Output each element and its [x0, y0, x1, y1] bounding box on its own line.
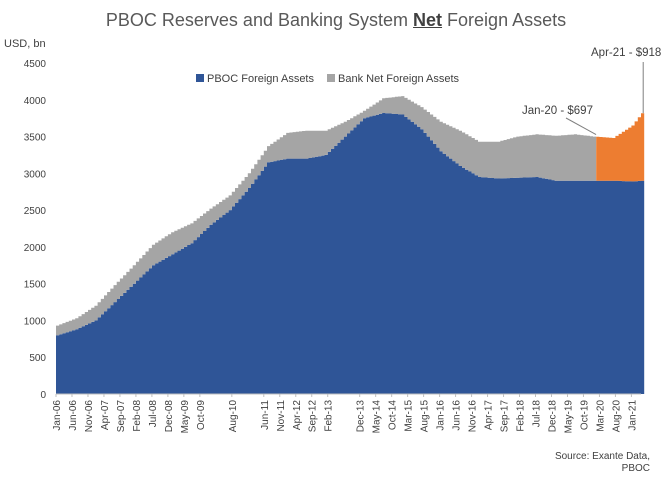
legend-label: Bank Net Foreign Assets — [338, 73, 460, 85]
x-tick-label: Jan-06 — [52, 400, 63, 431]
x-tick-label: Nov-11 — [276, 400, 287, 432]
source-line-1: Source: Exante Data, — [554, 451, 650, 462]
y-tick-label: 500 — [29, 353, 46, 364]
x-tick-label: Feb-08 — [132, 400, 143, 432]
x-tick-label: Mar-15 — [404, 400, 415, 432]
y-tick-label: 4500 — [24, 59, 47, 70]
y-tick-label: 2000 — [24, 243, 47, 254]
series-area-bank-nfa-since-jan20 — [596, 113, 645, 182]
x-tick-label: May-09 — [180, 400, 191, 434]
y-tick-label: 3000 — [24, 169, 47, 180]
series-area-pboc-foreign-assets — [56, 113, 645, 394]
x-tick-label: Aug-15 — [420, 400, 431, 433]
x-tick-label: Aug-20 — [611, 400, 622, 433]
annotation-jan20: Jan-20 - $697 — [522, 105, 593, 117]
y-tick-label: 1000 — [24, 316, 47, 327]
x-tick-label: Feb-13 — [324, 400, 335, 432]
series-area-bank-net-foreign-assets — [56, 96, 597, 336]
x-tick-label: Oct-09 — [196, 400, 207, 430]
source-note: Source: Exante Data, PBOC — [555, 451, 650, 475]
chart-title: PBOC Reserves and Banking System Net For… — [105, 10, 567, 30]
x-tick-label: Jan-16 — [436, 400, 447, 431]
annotation-leader-jan20 — [565, 117, 597, 135]
x-tick-label: Nov-16 — [468, 400, 479, 433]
x-tick-label: Mar-20 — [595, 400, 606, 432]
y-tick-label: 4000 — [24, 96, 47, 107]
x-tick-label: Jul-08 — [148, 400, 159, 428]
legend-item-bank-net-foreign-assets: Bank Net Foreign Assets — [327, 73, 460, 85]
x-tick-label: Jan-21 — [627, 400, 638, 431]
x-tick-label: Oct-19 — [580, 400, 591, 430]
x-tick-label: Dec-18 — [548, 400, 559, 433]
legend-swatch — [327, 74, 335, 82]
y-tick-label: 1500 — [24, 280, 47, 291]
y-tick-label: 0 — [40, 390, 46, 401]
annotation-apr21: Apr-21 - $918 — [591, 47, 661, 59]
legend-swatch — [196, 74, 204, 82]
x-tick-label: Apr-17 — [484, 400, 495, 430]
x-tick-label: Jun-16 — [452, 400, 463, 431]
x-tick-label: Jun-11 — [260, 400, 271, 430]
x-tick-label: Apr-12 — [292, 400, 303, 430]
x-tick-label: May-19 — [564, 400, 575, 434]
x-tick-label: Sep-12 — [308, 400, 319, 433]
x-tick-label: Feb-18 — [516, 400, 527, 432]
legend-item-pboc-foreign-assets: PBOC Foreign Assets — [196, 73, 314, 85]
x-tick-label: May-14 — [372, 400, 383, 434]
source-line-2: PBOC — [621, 463, 650, 474]
x-tick-label: Sep-07 — [116, 400, 127, 433]
x-tick-label: Dec-13 — [356, 400, 367, 433]
x-tick-label: Apr-07 — [100, 400, 111, 430]
legend-label: PBOC Foreign Assets — [207, 73, 314, 85]
x-tick-label: Dec-08 — [164, 400, 175, 433]
x-tick-label: Jun-06 — [68, 400, 79, 431]
y-axis-label: USD, bn — [4, 38, 46, 50]
x-tick-label: Nov-06 — [84, 400, 95, 433]
x-tick-label: Aug-10 — [228, 400, 239, 433]
y-tick-label: 2500 — [24, 206, 47, 217]
x-tick-label: Jul-18 — [532, 400, 543, 428]
y-tick-label: 3500 — [24, 133, 47, 144]
x-tick-label: Sep-17 — [500, 400, 511, 433]
x-tick-label: Oct-14 — [388, 400, 399, 430]
